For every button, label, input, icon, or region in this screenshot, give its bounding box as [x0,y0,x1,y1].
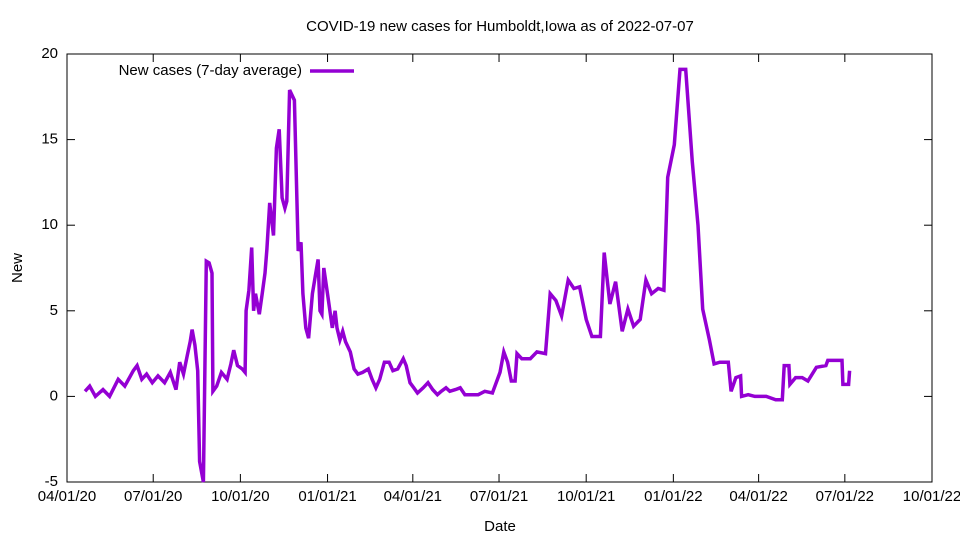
x-tick-label: 01/01/22 [644,488,702,505]
x-tick-label: 01/01/21 [298,488,356,505]
y-tick-label: 20 [41,45,58,62]
x-tick-label: 07/01/21 [470,488,528,505]
y-tick-label: 10 [41,216,58,233]
data-line [83,67,852,483]
legend-label: New cases (7-day average) [119,62,302,79]
x-tick-label: 04/01/20 [38,488,96,505]
x-tick-label: 10/01/22 [903,488,960,505]
x-tick-label: 07/01/22 [816,488,874,505]
x-tick-label: 10/01/21 [557,488,615,505]
x-axis-label: Date [484,518,516,535]
x-tick-label: 07/01/20 [124,488,182,505]
x-tick-label: 04/01/22 [729,488,787,505]
y-tick-label: 0 [50,387,58,404]
chart-title: COVID-19 new cases for Humboldt,Iowa as … [306,18,694,35]
y-tick-label: -5 [45,473,58,490]
plot-frame [66,53,933,483]
x-tick-label: 10/01/20 [211,488,269,505]
y-tick-label: 5 [50,302,58,319]
x-tick-label: 04/01/21 [384,488,442,505]
y-axis-label: New [9,253,26,283]
y-tick-label: 15 [41,131,58,148]
